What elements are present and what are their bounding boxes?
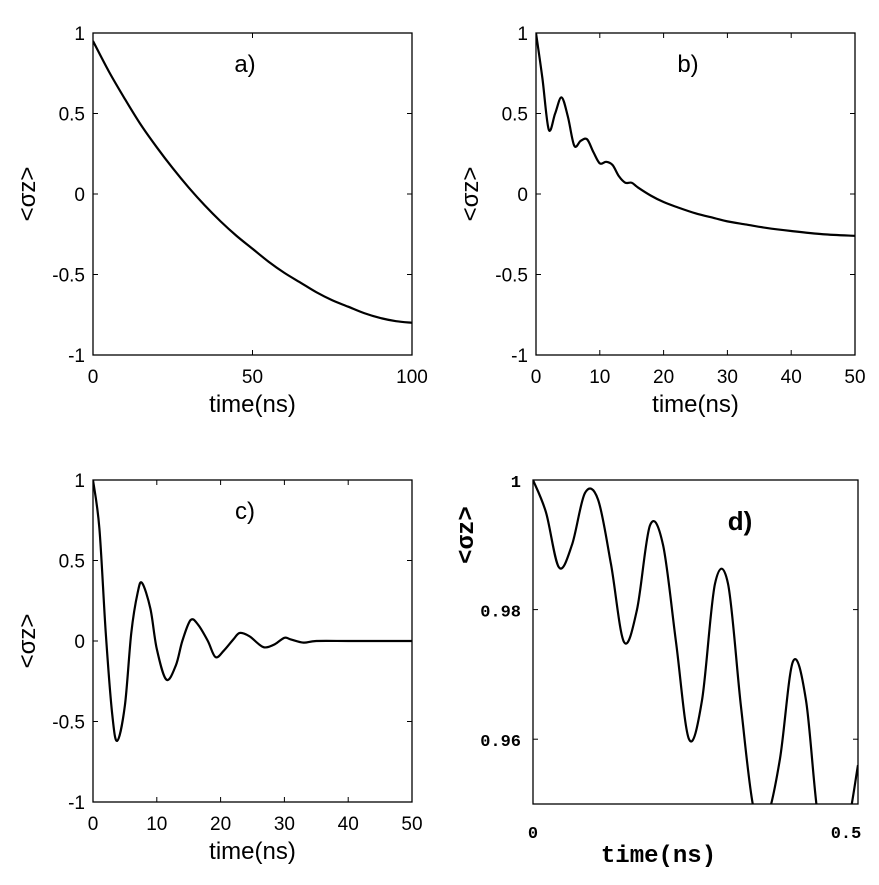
y-tick-label: 1 xyxy=(511,474,521,493)
plot-frame xyxy=(92,32,413,356)
y-tick-label: 1 xyxy=(74,471,85,492)
y-tick-label: -0.5 xyxy=(52,713,85,734)
y-axis-label: <σz> xyxy=(454,506,481,564)
y-tick-label: 0.5 xyxy=(59,105,85,126)
y-tick-label: 0 xyxy=(74,185,85,206)
x-tick-label: 20 xyxy=(210,814,231,835)
y-tick-label: 0 xyxy=(74,632,85,653)
series-line-sigma_z xyxy=(536,33,855,237)
x-tick-label: 50 xyxy=(844,367,865,388)
x-tick-label: 10 xyxy=(589,367,610,388)
x-tick-label: 0 xyxy=(88,814,99,835)
panel-c: 0 10 20 30 40 50 1 0.5 0 -0.5 -1 time(ns) <σz> c) xyxy=(14,471,423,865)
plot-frame xyxy=(535,32,856,356)
x-tick-label: 0 xyxy=(88,367,99,388)
y-tick-label: 0.5 xyxy=(502,105,528,126)
x-axis-label: time(ns) xyxy=(209,391,296,418)
y-axis-label: <σz> xyxy=(14,614,41,669)
y-tick-label: -1 xyxy=(68,793,85,814)
plot-frame xyxy=(532,479,859,805)
y-tick-label: 0.5 xyxy=(59,552,85,573)
y-axis-label: <σz> xyxy=(14,167,41,222)
panel-d: 0 0.5 1 0.98 0.96 time(ns) <σz> d) xyxy=(454,474,861,870)
y-tick-label: -0.5 xyxy=(495,266,528,287)
x-tick-label: 40 xyxy=(338,814,359,835)
series-line-sigma_z xyxy=(93,40,412,324)
y-tick-label: 0.98 xyxy=(480,604,521,623)
panel-tag: c) xyxy=(235,498,255,525)
panel-tag: a) xyxy=(234,51,255,78)
panel-b: 0 10 20 30 40 50 1 0.5 0 -0.5 -1 time(ns) <σz> b) xyxy=(457,24,866,418)
x-axis-label: time(ns) xyxy=(652,391,739,418)
panel-tag: b) xyxy=(677,51,698,78)
x-tick-label: 0 xyxy=(531,367,542,388)
y-tick-label: -0.5 xyxy=(52,266,85,287)
panel-tag: d) xyxy=(728,506,753,536)
y-tick-label: 1 xyxy=(517,24,528,45)
x-axis-label: time(ns) xyxy=(209,838,296,865)
series-line-sigma_z xyxy=(93,480,412,742)
x-tick-label: 30 xyxy=(274,814,295,835)
y-axis-label: <σz> xyxy=(457,167,484,222)
panel-a: 0 50 100 1 0.5 0 -0.5 -1 time(ns) <σz> a) xyxy=(14,24,428,418)
x-axis-label: time(ns) xyxy=(601,843,716,870)
y-tick-label: 0.96 xyxy=(480,733,521,752)
x-tick-label: 30 xyxy=(717,367,738,388)
x-tick-label: 10 xyxy=(146,814,167,835)
y-tick-label: -1 xyxy=(68,346,85,367)
y-tick-label: 0 xyxy=(517,185,528,206)
x-tick-label: 0 xyxy=(528,825,538,844)
series-line-sigma_z xyxy=(533,480,858,804)
x-tick-label: 40 xyxy=(781,367,802,388)
y-tick-label: 1 xyxy=(74,24,85,45)
y-tick-label: -1 xyxy=(511,346,528,367)
x-tick-label: 20 xyxy=(653,367,674,388)
x-tick-label: 50 xyxy=(242,367,263,388)
x-tick-label: 0.5 xyxy=(831,825,862,844)
x-tick-label: 100 xyxy=(396,367,428,388)
x-tick-label: 50 xyxy=(401,814,422,835)
